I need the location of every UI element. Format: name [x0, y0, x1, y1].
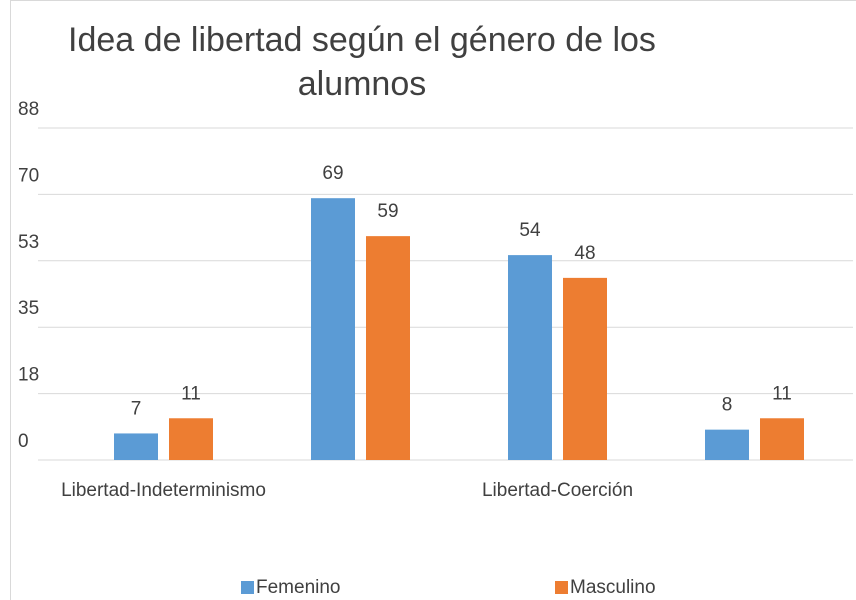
data-label: 11 — [772, 383, 792, 404]
bar — [760, 418, 804, 460]
y-tick-label: 35 — [18, 298, 39, 319]
data-label: 59 — [377, 201, 398, 222]
bar — [366, 236, 410, 460]
y-tick-label: 70 — [18, 165, 39, 186]
y-tick-label: 88 — [18, 99, 39, 120]
data-label: 69 — [322, 163, 343, 184]
y-tick-label: 0 — [18, 431, 29, 452]
legend-label: Femenino — [256, 577, 341, 598]
y-tick-label: 18 — [18, 365, 39, 386]
data-label: 48 — [574, 243, 595, 264]
bar — [311, 198, 355, 461]
chart-title: Idea de libertad según el género de los … — [68, 21, 656, 103]
chart-border — [10, 0, 856, 600]
data-label: 7 — [131, 398, 142, 419]
bar — [705, 429, 749, 460]
x-tick-label: Libertad-Indeterminismo — [61, 480, 266, 501]
legend-swatch — [555, 581, 568, 594]
bar — [114, 433, 158, 460]
data-label: 54 — [519, 220, 541, 241]
bar — [563, 277, 607, 460]
bar — [508, 255, 552, 460]
data-label: 11 — [181, 383, 201, 404]
x-tick-label: Libertad-Coerción — [482, 480, 633, 501]
y-tick-label: 53 — [18, 232, 39, 253]
legend-label: Masculino — [570, 577, 656, 598]
data-label: 8 — [722, 395, 733, 416]
legend-swatch — [241, 581, 254, 594]
bar — [169, 418, 213, 460]
